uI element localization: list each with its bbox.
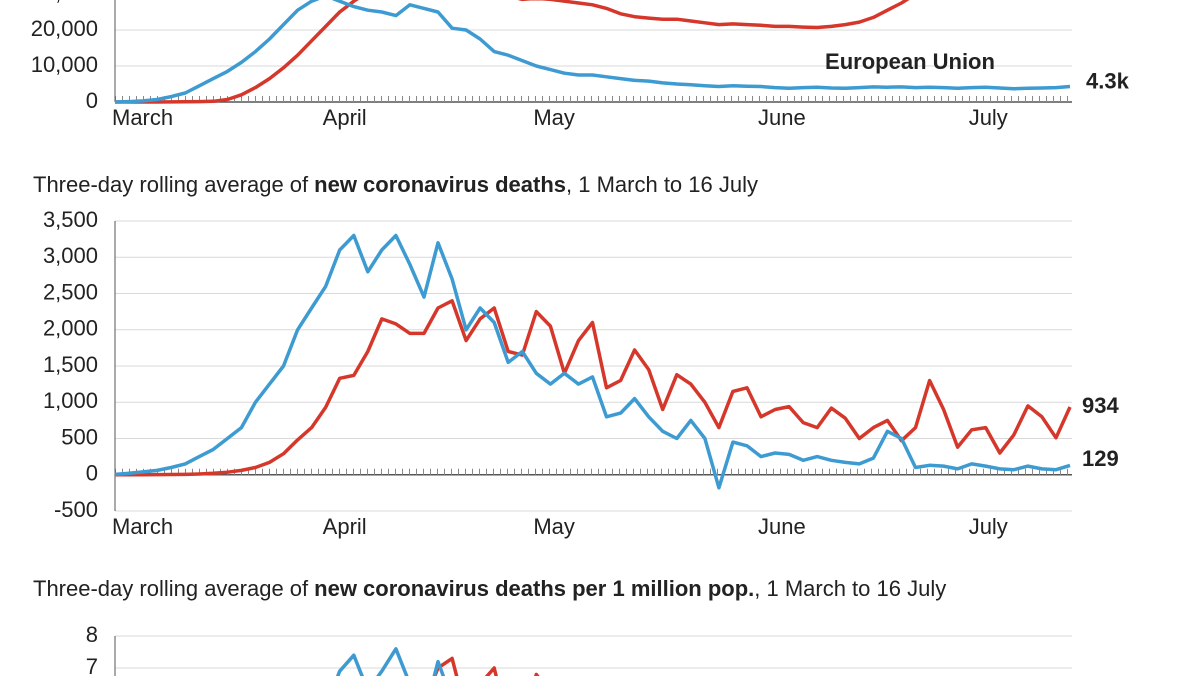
title-prefix: Three-day rolling average of: [33, 172, 309, 197]
y-tick-label: 3,000: [43, 243, 98, 268]
line-chart: 010,00020,00030,00040,00050,00060,00070,…: [31, 0, 1130, 130]
y-tick-label: 1,000: [43, 388, 98, 413]
title-prefix: Three-day rolling average of: [33, 576, 309, 601]
y-tick-label: 0: [86, 461, 98, 486]
series-label: European Union: [825, 49, 995, 74]
y-tick-label: 3,500: [43, 207, 98, 232]
x-tick-label: April: [323, 514, 367, 539]
y-tick-label: 2,000: [43, 316, 98, 341]
y-tick-label: 7: [86, 654, 98, 676]
series-line: [115, 299, 1072, 477]
y-tick-label: 500: [61, 424, 98, 449]
title-emphasis: new coronavirus deaths per 1 million pop…: [314, 576, 754, 601]
end-value-label: 129: [1082, 446, 1119, 471]
x-tick-label: June: [758, 514, 806, 539]
series-line: [114, 233, 1071, 490]
x-tick-label: July: [969, 514, 1008, 539]
title-suffix: , 1 March to 16 July: [566, 172, 758, 197]
chart-title: Three-day rolling average of new coronavi…: [33, 576, 946, 601]
y-tick-label: 2,500: [43, 279, 98, 304]
series-line: [114, 0, 1071, 104]
y-tick-label: 0: [86, 88, 98, 113]
value-label: 4.3k: [1086, 68, 1130, 93]
title-emphasis: new coronavirus deaths: [314, 172, 566, 197]
series-line: [335, 647, 446, 676]
line-chart: Three-day rolling average of new coronavi…: [33, 172, 1119, 539]
y-tick-label: 20,000: [31, 16, 98, 41]
y-tick-label: 10,000: [31, 52, 98, 77]
x-tick-label: May: [533, 105, 575, 130]
x-tick-label: July: [969, 105, 1008, 130]
y-tick-label: 8: [86, 622, 98, 647]
x-tick-label: April: [323, 105, 367, 130]
y-tick-label: 30,000: [31, 0, 98, 5]
y-tick-label: -500: [54, 497, 98, 522]
end-value-label: 934: [1082, 393, 1119, 418]
series-line: [432, 656, 540, 676]
series-line: [115, 0, 910, 104]
chart-title: Three-day rolling average of new coronavi…: [33, 172, 758, 197]
y-tick-label: 1,500: [43, 352, 98, 377]
line-chart: Three-day rolling average of new coronavi…: [33, 576, 1072, 676]
x-tick-label: March: [112, 105, 173, 130]
x-tick-label: May: [533, 514, 575, 539]
x-tick-label: March: [112, 514, 173, 539]
x-tick-label: June: [758, 105, 806, 130]
title-suffix: , 1 March to 16 July: [754, 576, 946, 601]
